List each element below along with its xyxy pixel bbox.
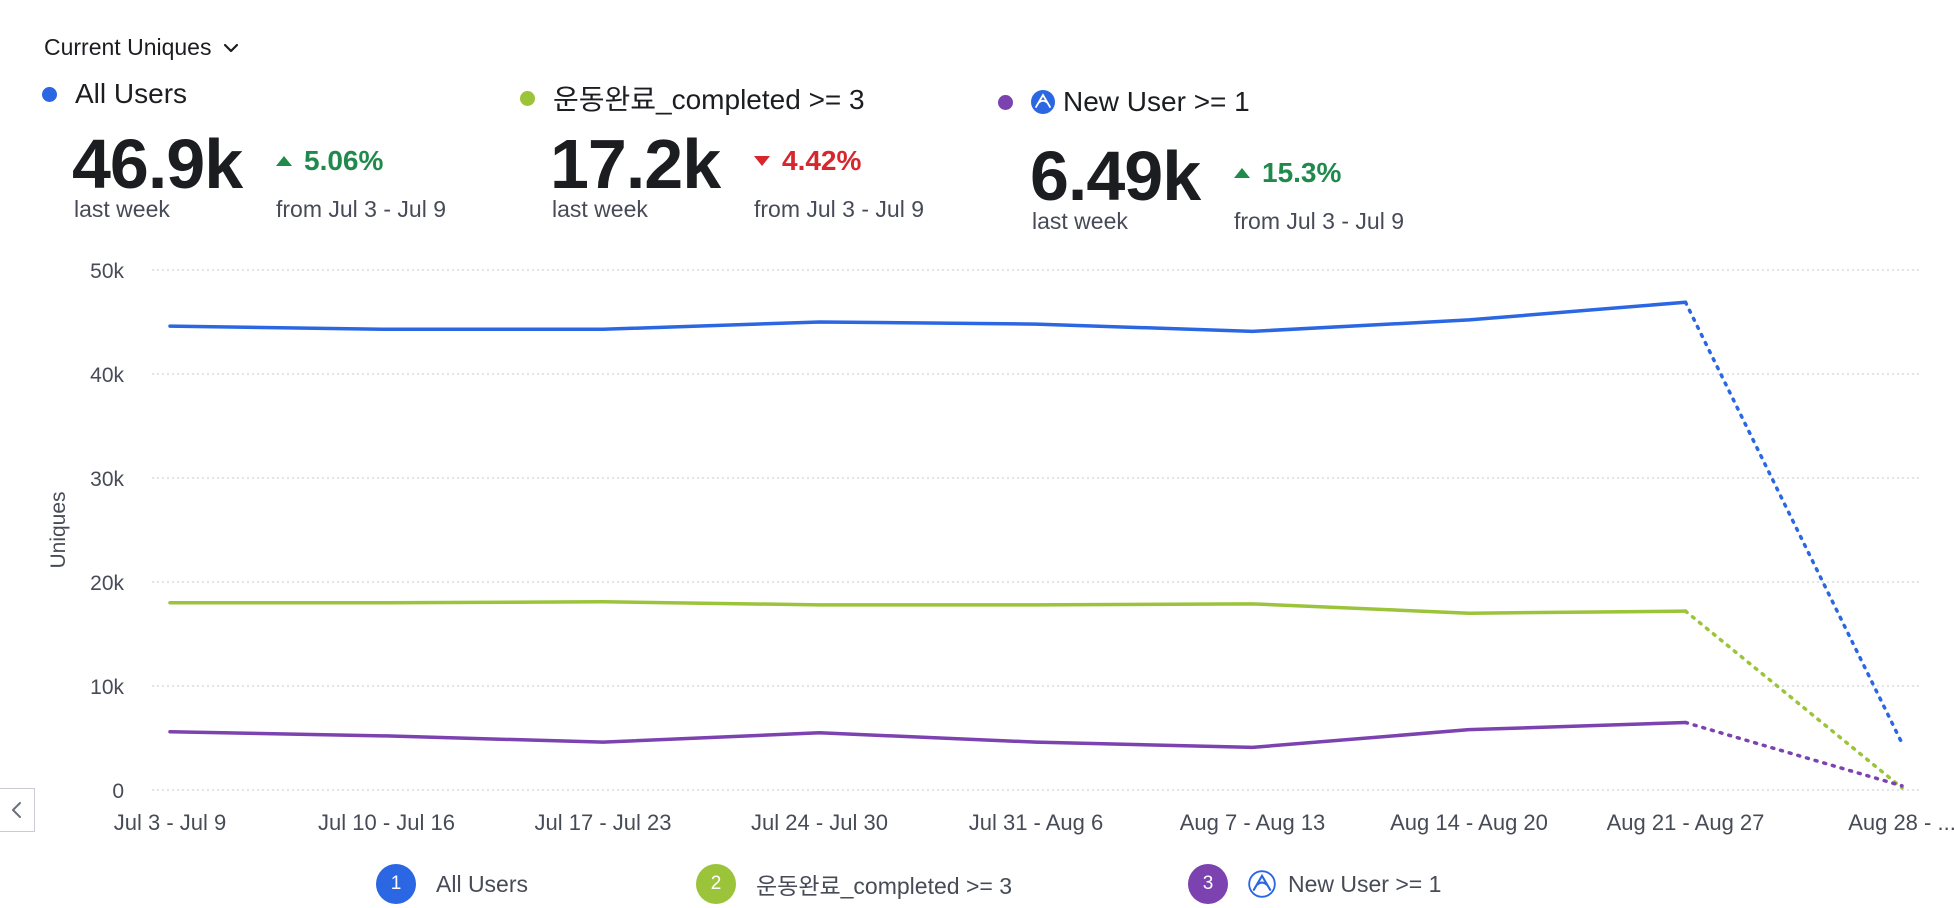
y-axis-label: Uniques: [47, 491, 70, 568]
kpi-all-users: All Users: [42, 78, 187, 110]
kpi-label: New User >= 1: [1063, 86, 1250, 117]
kpi-change-value: 5.06%: [304, 145, 384, 176]
caret-up-icon: [276, 156, 292, 166]
metric-dropdown-label: Current Uniques: [44, 34, 212, 60]
legend-label: New User >= 1: [1288, 870, 1442, 897]
x-tick-label: Aug 21 - Aug 27: [1607, 810, 1765, 835]
x-tick-label: Aug 28 - ...: [1848, 810, 1954, 835]
series-dot: [998, 94, 1013, 110]
series-line-incomplete-3: [1683, 720, 1904, 788]
x-tick-label: Jul 31 - Aug 6: [969, 810, 1104, 835]
metric-dropdown[interactable]: Current Uniques: [44, 34, 241, 61]
caret-down-icon: [754, 156, 770, 166]
kpi-period: last week: [1032, 208, 1128, 234]
series-dot: [42, 86, 57, 102]
amplitude-icon: [1248, 870, 1276, 898]
legend-item-completed[interactable]: 2 운동완료_completed >= 3: [696, 864, 1012, 904]
kpi-value: 46.9k: [72, 125, 243, 203]
legend-number-badge: 1: [376, 864, 416, 904]
series-line-incomplete-2: [1683, 609, 1904, 790]
kpi-period: last week: [74, 196, 170, 222]
series-dot: [520, 90, 535, 106]
kpi-compare: from Jul 3 - Jul 9: [276, 196, 446, 222]
kpi-header: 운동완료_completed >= 3: [520, 78, 865, 118]
legend-label: All Users: [436, 870, 529, 897]
legend-item-all-users[interactable]: 1 All Users: [376, 864, 528, 904]
kpi-value: 17.2k: [550, 125, 721, 203]
x-tick-label: Jul 10 - Jul 16: [318, 810, 455, 835]
kpi-label: All Users: [75, 78, 188, 109]
amplitude-icon: [1031, 90, 1055, 114]
y-tick-label: 50k: [90, 260, 124, 283]
chevron-left-icon: [12, 802, 21, 818]
y-tick-label: 40k: [90, 364, 124, 387]
kpi-header: New User >= 1: [998, 86, 1250, 118]
kpi-new-user: New User >= 1: [998, 86, 1250, 118]
x-tick-label: Aug 7 - Aug 13: [1180, 810, 1326, 835]
kpi-label: 운동완료_completed >= 3: [553, 84, 865, 115]
kpi-header: All Users: [42, 78, 187, 110]
x-tick-label: Jul 3 - Jul 9: [114, 810, 227, 835]
kpi-change: 4.42%: [754, 145, 861, 177]
legend-number-badge: 3: [1188, 864, 1228, 904]
collapse-panel-button[interactable]: [0, 788, 35, 832]
kpi-change-value: 4.42%: [782, 145, 862, 176]
legend-number-badge: 2: [696, 864, 736, 904]
series-line-3: [168, 720, 1688, 750]
series-line-1: [168, 300, 1688, 334]
x-tick-label: Aug 14 - Aug 20: [1390, 810, 1548, 835]
legend-item-new-user[interactable]: 3 New User >= 1: [1188, 864, 1441, 904]
uniques-line-chart: 0 10k 20k 30k 40k 50k Uniques Jul 3 - Jul 9 Jul …: [47, 260, 1954, 835]
kpi-compare: from Jul 3 - Jul 9: [754, 196, 924, 222]
kpi-compare: from Jul 3 - Jul 9: [1234, 208, 1404, 234]
x-tick-label: Jul 24 - Jul 30: [751, 810, 888, 835]
caret-up-icon: [1234, 168, 1250, 178]
chevron-down-icon: [224, 43, 239, 52]
series-line-incomplete-1: [1683, 300, 1904, 745]
kpi-period: last week: [552, 196, 648, 222]
y-tick-label: 10k: [90, 676, 124, 699]
kpi-change-value: 15.3%: [1262, 157, 1342, 188]
kpi-change: 15.3%: [1234, 157, 1341, 189]
series-line-2: [168, 600, 1688, 615]
y-tick-label: 0: [112, 780, 124, 803]
kpi-value: 6.49k: [1030, 137, 1201, 215]
y-tick-label: 20k: [90, 572, 124, 595]
legend-label: 운동완료_completed >= 3: [756, 873, 1012, 899]
kpi-completed: 운동완료_completed >= 3: [520, 78, 865, 118]
x-tick-label: Jul 17 - Jul 23: [535, 810, 672, 835]
kpi-change: 5.06%: [276, 145, 383, 177]
y-tick-label: 30k: [90, 468, 124, 491]
